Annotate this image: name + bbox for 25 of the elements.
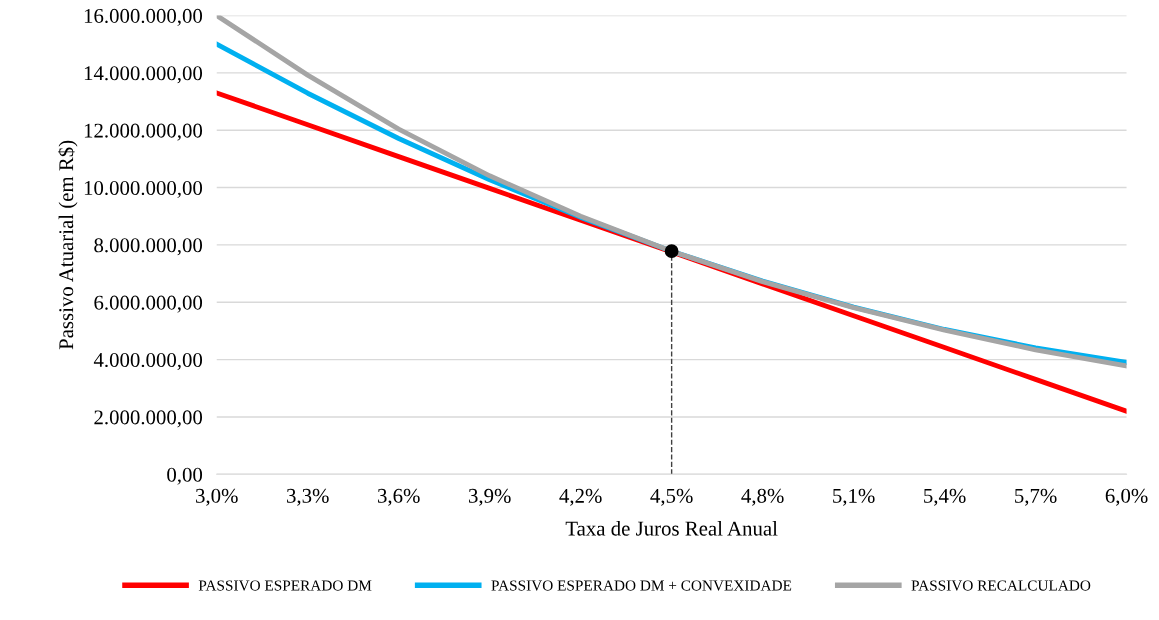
y-tick-label: 10.000.000,00 [84, 180, 203, 198]
y-tick-label: 0,00 [167, 467, 203, 485]
legend-label: PASSIVO ESPERADO DM + CONVEXIDADE [491, 580, 792, 591]
legend-label: PASSIVO RECALCULADO [911, 580, 1091, 591]
x-tick-label: 5,7% [1015, 488, 1057, 506]
y-tick-label: 6.000.000,00 [94, 295, 203, 313]
y-tick-label: 16.000.000,00 [84, 8, 203, 26]
x-tick-label: 5,1% [833, 488, 875, 506]
y-tick-label: 8.000.000,00 [94, 238, 203, 256]
x-tick-label: 3,9% [468, 488, 511, 506]
x-tick-label: 4,2% [559, 488, 602, 506]
y-tick-label: 4.000.000,00 [93, 352, 203, 371]
x-tick-label: 6,0% [1105, 488, 1148, 506]
y-tick-label: 14.000.000,00 [84, 66, 203, 84]
legend-label: PASSIVO ESPERADO DM [198, 580, 372, 591]
x-axis-title: Taxa de Juros Real Anual [565, 520, 778, 536]
y-tick-label: 2.000.000,00 [94, 410, 203, 428]
x-tick-label: 3,3% [287, 488, 329, 506]
y-axis-title: Passivo Atuarial (em R$) [57, 140, 78, 350]
y-tick-label: 12.000.000,00 [84, 123, 203, 141]
x-tick-label: 3,6% [377, 488, 420, 506]
x-tick-label: 4,8% [741, 488, 784, 506]
x-tick-label: 5,4% [924, 488, 966, 506]
x-tick-label: 3,0% [196, 488, 238, 506]
x-tick-label: 4,5% [650, 488, 693, 506]
